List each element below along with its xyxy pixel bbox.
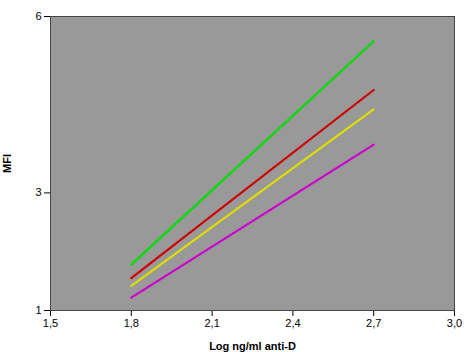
svg-text:2,4: 2,4 (285, 317, 300, 329)
svg-text:3,0: 3,0 (447, 317, 462, 329)
svg-text:1,5: 1,5 (43, 317, 58, 329)
svg-text:2,7: 2,7 (366, 317, 381, 329)
svg-text:1,8: 1,8 (124, 317, 139, 329)
svg-text:MFI: MFI (1, 154, 13, 173)
svg-text:6: 6 (35, 10, 41, 22)
svg-text:1: 1 (35, 304, 41, 316)
svg-text:3: 3 (35, 186, 41, 198)
svg-text:2,1: 2,1 (204, 317, 219, 329)
svg-text:Log ng/ml anti-D: Log ng/ml anti-D (209, 340, 296, 352)
